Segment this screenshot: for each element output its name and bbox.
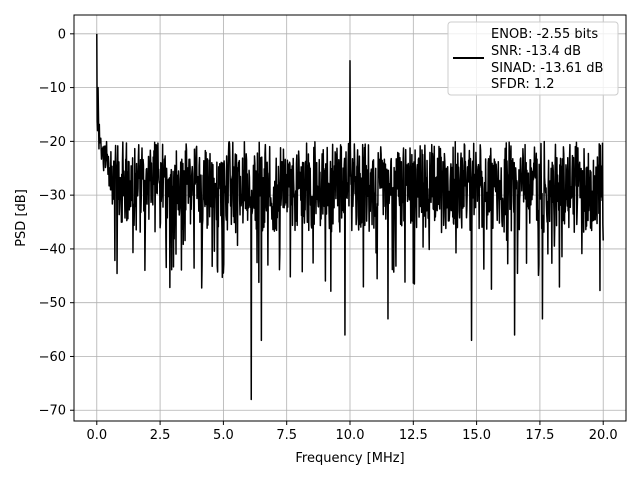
y-tick-label: −70 bbox=[39, 404, 66, 419]
x-tick-label: 20.0 bbox=[589, 428, 618, 443]
y-tick-label: −50 bbox=[39, 296, 66, 311]
y-tick-label: −40 bbox=[39, 242, 66, 257]
legend-entry-sinad: SINAD: -13.61 dB bbox=[491, 61, 603, 76]
legend-entry-snr: SNR: -13.4 dB bbox=[491, 44, 581, 59]
psd-trace-line bbox=[96, 33, 604, 401]
x-axis-ticks: 0.0 2.5 5.0 7.5 10.0 12.5 15.0 17.5 20.0 bbox=[86, 421, 618, 443]
legend-box bbox=[447, 21, 619, 96]
y-tick-label: −60 bbox=[39, 350, 66, 365]
x-tick-label: 7.5 bbox=[276, 428, 297, 443]
y-axis-label: PSD [dB] bbox=[14, 189, 29, 247]
y-tick-label: −20 bbox=[39, 135, 66, 150]
y-tick-label: −10 bbox=[39, 81, 66, 96]
x-tick-label: 12.5 bbox=[399, 428, 428, 443]
y-axis-ticks: 0 −10 −20 −30 −40 −50 −60 −70 bbox=[39, 27, 74, 419]
x-tick-label: 15.0 bbox=[462, 428, 491, 443]
legend-entry-enob: ENOB: -2.55 bits bbox=[491, 27, 598, 42]
legend-entry-sfdr: SFDR: 1.2 bbox=[491, 77, 555, 92]
legend: ENOB: -2.55 bits SNR: -13.4 dB SINAD: -1… bbox=[447, 21, 619, 96]
x-axis-label: Frequency [MHz] bbox=[295, 451, 404, 466]
psd-trace bbox=[96, 33, 604, 401]
x-tick-label: 2.5 bbox=[150, 428, 171, 443]
x-tick-label: 10.0 bbox=[336, 428, 365, 443]
x-tick-label: 5.0 bbox=[213, 428, 234, 443]
x-tick-label: 17.5 bbox=[525, 428, 554, 443]
y-tick-label: 0 bbox=[58, 27, 66, 42]
x-tick-label: 0.0 bbox=[86, 428, 107, 443]
y-tick-label: −30 bbox=[39, 189, 66, 204]
